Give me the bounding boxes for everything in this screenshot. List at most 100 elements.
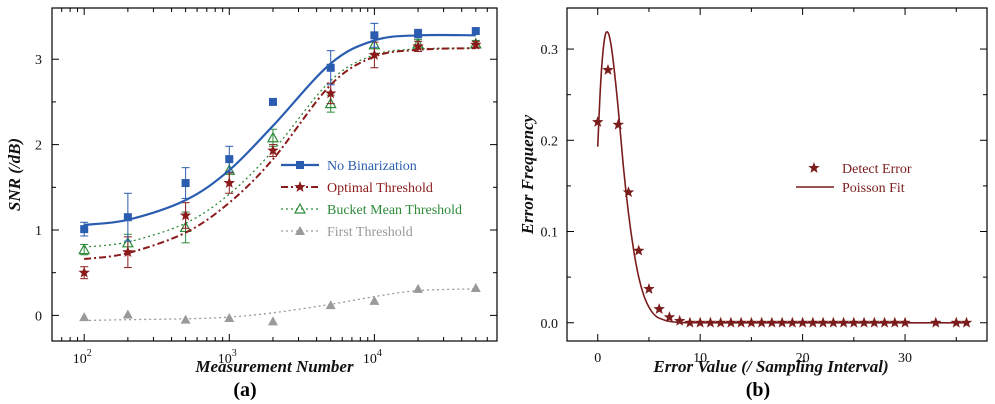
y-tick-label: 0 bbox=[35, 309, 42, 324]
data-point bbox=[889, 316, 901, 328]
data-point bbox=[745, 316, 758, 328]
data-point bbox=[786, 316, 799, 328]
data-point bbox=[899, 316, 911, 328]
data-point bbox=[766, 316, 778, 328]
y-tick-label: 0.2 bbox=[541, 134, 559, 149]
x-tick-label: 30 bbox=[898, 351, 912, 366]
x-axis-label: Measurement Number bbox=[194, 357, 354, 376]
data-point bbox=[653, 303, 665, 314]
fit-line-3 bbox=[84, 288, 476, 322]
data-point bbox=[179, 221, 192, 233]
x-tick-exp: 3 bbox=[232, 348, 237, 359]
data-point bbox=[796, 316, 809, 328]
fit-line-0 bbox=[84, 33, 476, 226]
data-point bbox=[181, 179, 190, 188]
y-tick-label: 0.0 bbox=[541, 317, 559, 332]
data-point bbox=[78, 266, 90, 278]
y-tick-label: 1 bbox=[35, 224, 42, 239]
data-point bbox=[930, 316, 942, 328]
data-point bbox=[413, 283, 424, 293]
x-tick-exp: 2 bbox=[87, 348, 92, 359]
data-point bbox=[827, 316, 840, 328]
data-point bbox=[225, 155, 234, 164]
y-axis-label: Error Frequency bbox=[518, 114, 537, 235]
x-tick-exp: 4 bbox=[377, 348, 382, 359]
data-point bbox=[370, 31, 379, 40]
data-point bbox=[179, 209, 192, 221]
data-point bbox=[848, 316, 860, 328]
panel-label-b: (b) bbox=[746, 379, 770, 401]
data-point bbox=[122, 309, 133, 319]
x-axis-label: Error Value (/ Sampling Interval) bbox=[652, 357, 888, 376]
data-point bbox=[180, 314, 191, 324]
x-tick-label: 104 bbox=[363, 348, 382, 367]
panel-label-a: (a) bbox=[233, 379, 256, 401]
data-point bbox=[704, 316, 717, 328]
data-point bbox=[684, 316, 696, 328]
legend-label: Optimal Threshold bbox=[327, 181, 433, 196]
y-tick-label: 0.1 bbox=[541, 226, 559, 241]
data-point bbox=[471, 27, 480, 36]
data-point bbox=[950, 316, 962, 328]
x-tick-base: 10 bbox=[218, 352, 232, 367]
legend-label: Bucket Mean Threshold bbox=[327, 203, 462, 218]
plot-frame bbox=[51, 7, 498, 342]
data-point bbox=[633, 244, 645, 256]
x-tick-base: 10 bbox=[73, 352, 87, 367]
data-point bbox=[268, 97, 277, 106]
legend-label: First Threshold bbox=[327, 225, 413, 240]
data-point bbox=[325, 300, 336, 310]
data-point bbox=[622, 186, 635, 198]
data-point bbox=[224, 312, 235, 322]
data-point bbox=[470, 38, 482, 50]
data-point bbox=[369, 295, 380, 305]
plot-frame bbox=[566, 7, 988, 342]
y-tick-label: 3 bbox=[35, 53, 42, 68]
data-point bbox=[663, 311, 676, 323]
x-tick-label: 102 bbox=[73, 348, 92, 367]
data-point bbox=[78, 243, 91, 255]
poisson-fit-line bbox=[596, 30, 967, 324]
data-point bbox=[714, 316, 727, 328]
x-tick-label: 20 bbox=[796, 351, 810, 366]
data-point bbox=[878, 316, 891, 328]
y-tick-label: 0.3 bbox=[541, 43, 559, 58]
data-point bbox=[602, 64, 614, 75]
data-point bbox=[470, 283, 481, 293]
data-point bbox=[807, 316, 819, 328]
data-point bbox=[326, 63, 335, 72]
legend-marker bbox=[296, 161, 304, 169]
data-point bbox=[694, 316, 706, 328]
data-point bbox=[868, 316, 881, 328]
data-point bbox=[412, 40, 424, 52]
data-point bbox=[960, 316, 973, 328]
data-point bbox=[735, 316, 747, 328]
data-point bbox=[612, 118, 624, 130]
data-point bbox=[79, 312, 90, 322]
fit-line-1 bbox=[84, 47, 476, 261]
data-point bbox=[414, 29, 423, 38]
data-point bbox=[776, 316, 788, 328]
panel-b-error-chart: 0 10 20 30 0.0 0.1 0.2 0.3 Detect Error Poisson F… bbox=[518, 7, 988, 401]
legend-marker bbox=[808, 162, 820, 173]
data-point bbox=[122, 246, 134, 258]
x-tick-base: 10 bbox=[363, 352, 377, 367]
legend-marker bbox=[294, 181, 306, 192]
data-point bbox=[266, 131, 279, 143]
data-point bbox=[643, 283, 655, 294]
data-point bbox=[858, 316, 870, 328]
data-point bbox=[817, 316, 829, 328]
data-point bbox=[223, 177, 235, 188]
data-point bbox=[267, 144, 279, 156]
x-tick-label: 0 bbox=[594, 351, 601, 366]
legend-label: Poisson Fit bbox=[842, 181, 905, 196]
x-tick-label: 10 bbox=[693, 351, 707, 366]
data-point bbox=[755, 316, 768, 328]
legend-marker bbox=[295, 226, 305, 235]
x-tick-label: 103 bbox=[218, 348, 237, 367]
data-point bbox=[837, 316, 850, 328]
data-point bbox=[368, 48, 381, 60]
data-point bbox=[325, 87, 337, 99]
